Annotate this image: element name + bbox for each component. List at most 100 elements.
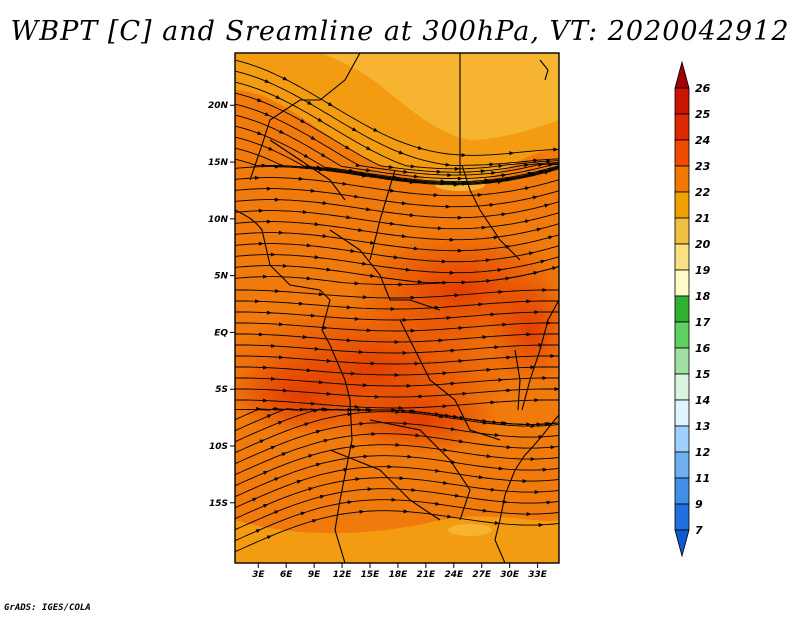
streamline-arrow <box>326 267 332 272</box>
streamline-arrow <box>534 310 540 315</box>
streamline-arrow <box>388 165 394 169</box>
streamline-arrow <box>252 497 258 502</box>
colorbar-label: 20 <box>695 238 711 251</box>
streamline-arrow <box>443 447 449 452</box>
streamline <box>235 103 559 176</box>
colorbar-swatch <box>674 295 690 323</box>
streamline-arrow <box>307 100 313 106</box>
streamline <box>235 289 559 299</box>
streamline-arrow <box>266 219 272 224</box>
streamline-arrow <box>306 243 312 248</box>
streamline <box>235 466 559 509</box>
streamline-arrow <box>274 164 280 169</box>
streamline-arrow <box>462 391 468 396</box>
streamline <box>235 232 559 252</box>
streamline <box>235 300 559 310</box>
streamline-arrow <box>524 186 531 191</box>
colorbar-label: 14 <box>695 394 710 407</box>
streamline-arrow <box>443 480 449 485</box>
streamline-arrow <box>302 334 308 339</box>
streamline <box>235 114 559 180</box>
streamline-arrow <box>278 230 284 235</box>
streamline-arrow <box>371 431 377 436</box>
streamline-arrow <box>257 131 263 135</box>
colorbar-label: 16 <box>695 342 711 355</box>
streamline-arrow <box>264 79 270 83</box>
streamline-arrow <box>318 292 324 297</box>
colorbar-swatch <box>674 373 690 401</box>
streamline-arrow <box>461 153 467 158</box>
colorbar-swatch <box>674 477 690 505</box>
streamline-arrow <box>355 163 361 168</box>
streamline-arrow <box>263 504 269 508</box>
streamline-arrow <box>550 353 556 358</box>
streamline-arrow <box>497 268 503 273</box>
streamline-arrow <box>279 129 285 134</box>
streamline-arrow <box>445 162 451 167</box>
colorbar-label: 12 <box>695 446 711 459</box>
streamline-arrow <box>540 259 546 264</box>
streamline-arrow <box>262 398 268 403</box>
streamline <box>235 422 559 465</box>
streamline-arrow <box>362 295 368 300</box>
streamline-arrow <box>254 175 260 180</box>
streamline-arrow <box>365 146 372 151</box>
lat-tick-label: 10N <box>208 215 229 225</box>
streamline-arrow <box>296 479 303 484</box>
streamline-arrow <box>442 404 448 409</box>
lon-tick-label: 6E <box>280 570 293 580</box>
streamline-arrow <box>530 365 536 370</box>
streamline-arrow <box>490 312 496 317</box>
streamline-arrow <box>342 181 348 186</box>
streamline-arrow <box>454 166 460 171</box>
colorbar-swatch <box>674 451 690 479</box>
colorbar-max-arrow <box>674 60 690 89</box>
streamline-arrow <box>310 135 316 141</box>
streamline-arrow <box>362 173 368 178</box>
streamline-arrow <box>486 367 492 372</box>
streamline-arrow <box>457 248 463 253</box>
streamline-arrow <box>482 508 488 513</box>
colorbar-label: 18 <box>695 290 711 303</box>
streamline-arrow <box>403 421 409 426</box>
colorbar-swatch <box>674 347 690 375</box>
streamline-arrow <box>447 173 453 178</box>
streamline-arrow <box>323 438 330 443</box>
streamline-arrow <box>401 234 407 239</box>
streamline-arrow <box>446 514 453 519</box>
streamline-arrow <box>358 350 364 355</box>
colorbar-swatch <box>674 217 690 245</box>
footer-credit: GrADS: IGES/COLA <box>4 603 91 613</box>
streamline-arrow <box>439 414 445 419</box>
streamline-arrow <box>490 400 496 405</box>
colorbar-min-arrow <box>674 529 690 558</box>
streamline-arrow <box>310 188 316 193</box>
lon-tick-label: 9E <box>308 570 321 580</box>
coastlines <box>235 53 559 563</box>
streamline-arrow <box>275 94 281 99</box>
streamline-arrow <box>437 226 443 231</box>
streamline-arrow <box>399 476 405 481</box>
colorbar-label: 7 <box>695 524 703 537</box>
colorbar-label: 24 <box>695 134 710 147</box>
streamline-arrow <box>373 127 379 132</box>
streamline-arrow <box>498 289 504 294</box>
streamline-arrow <box>367 487 373 492</box>
streamline-arrow <box>262 365 268 370</box>
streamline-arrow <box>533 158 539 163</box>
streamline-arrow <box>268 146 274 151</box>
streamline-arrow <box>308 454 314 459</box>
streamline-arrow <box>319 494 326 499</box>
streamline-arrow <box>346 338 352 343</box>
streamline-arrow <box>438 338 444 343</box>
streamline-arrow <box>359 421 365 426</box>
streamline-arrow <box>542 288 548 293</box>
streamline-arrow <box>503 421 509 426</box>
colorbar-label: 21 <box>695 212 710 225</box>
wbpt-shading <box>235 53 559 563</box>
streamline-arrow <box>454 293 460 298</box>
streamline <box>235 311 559 321</box>
colorbar-label: 19 <box>695 264 711 277</box>
lat-tick-label: 15N <box>208 158 229 168</box>
